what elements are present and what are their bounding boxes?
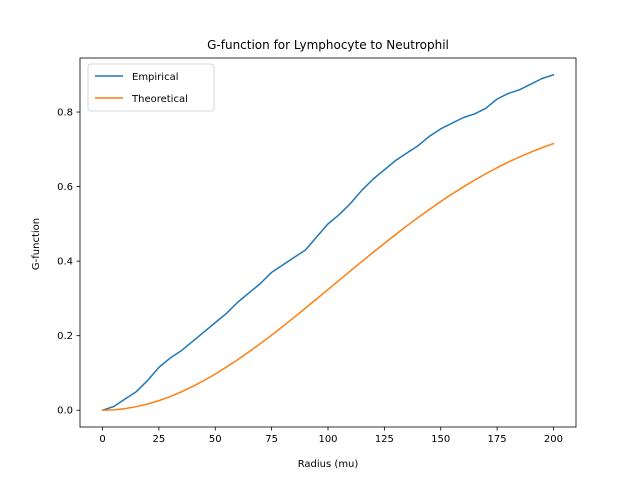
y-axis-label: G-function	[31, 218, 42, 270]
x-tick-label: 100	[318, 434, 337, 445]
y-tick-label: 0.6	[57, 182, 73, 193]
x-tick-label: 50	[209, 434, 222, 445]
x-tick-label: 175	[488, 434, 507, 445]
x-tick-label: 25	[153, 434, 166, 445]
x-tick-label: 0	[99, 434, 105, 445]
x-tick-label: 75	[265, 434, 278, 445]
series-line-theoretical	[101, 142, 555, 412]
legend-label-theoretical: Theoretical	[131, 94, 188, 105]
x-tick-label: 200	[544, 434, 563, 445]
y-tick-label: 0.8	[57, 108, 73, 119]
series-layer	[101, 73, 555, 412]
y-tick-label: 0.2	[57, 331, 73, 342]
y-tick-label: 0.0	[57, 406, 73, 417]
axes-layer: 0 25 50 75 100 125 150 175 200 0.0 0.2 0.4 0.6 0.8	[57, 57, 577, 445]
plot-background	[80, 58, 576, 427]
chart-title: G-function for Lymphocyte to Neutrophil	[207, 38, 449, 52]
x-tick-label: 125	[375, 434, 394, 445]
legend-label-empirical: Empirical	[132, 72, 178, 83]
legend: Empirical Theoretical	[87, 63, 215, 112]
plot-area	[80, 58, 576, 427]
series-line-empirical	[101, 73, 555, 412]
y-tick-label: 0.4	[57, 257, 73, 268]
x-tick-label: 150	[431, 434, 450, 445]
x-axis-label: Radius (mu)	[298, 459, 359, 470]
